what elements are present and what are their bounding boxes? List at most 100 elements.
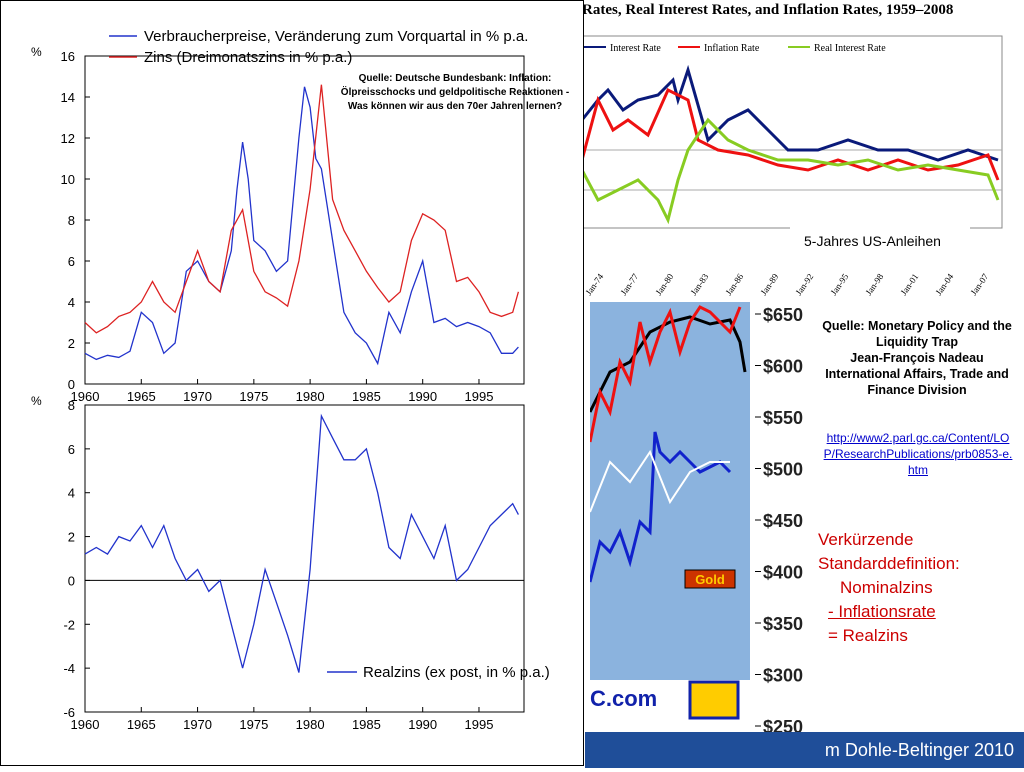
gold-badge: Gold	[695, 572, 725, 587]
us-legend: Interest Rate Inflation Rate Real Interest…	[584, 43, 886, 54]
us-x-tick: Jan-01	[898, 272, 920, 297]
source2-text: Quelle: Monetary Policy and the Liquidit…	[822, 318, 1012, 398]
gold-plot-svg: Gold C.com	[588, 305, 750, 720]
gold-y-tick: $600	[763, 357, 803, 377]
us-series-interest	[580, 64, 999, 162]
us-series-inflation	[580, 87, 1000, 181]
y-tick-label: -2	[63, 617, 75, 632]
y-tick-label: 14	[61, 90, 75, 105]
x-tick-label: 1990	[408, 389, 437, 404]
x-tick-label: 1985	[352, 389, 381, 404]
us-x-tick: Jan-83	[688, 271, 710, 297]
y-tick-label: 16	[61, 49, 75, 64]
us-x-tick: Jan-04	[933, 271, 955, 297]
definition-line: = Realzins	[828, 626, 908, 645]
y-tick-label: 2	[68, 530, 75, 545]
source2-link[interactable]: http://www2.parl.gc.ca/Content/LOP/Resea…	[823, 431, 1013, 477]
x-tick-label: 1970	[183, 717, 212, 732]
us-annotation: 5-Jahres US-Anleihen	[804, 233, 941, 249]
chart-2-ylabel: %	[31, 394, 42, 408]
gold-logo-text: C.com	[590, 686, 657, 711]
y-tick-label: 6	[68, 254, 75, 269]
x-tick-label: 1985	[352, 717, 381, 732]
x-tick-label: 1995	[465, 389, 494, 404]
gold-y-tick: $350	[763, 614, 803, 634]
y-tick-label: 0	[68, 573, 75, 588]
y-tick-label: 12	[61, 131, 75, 146]
x-tick-label: 1990	[408, 717, 437, 732]
us-annotation-box	[790, 226, 970, 252]
us-x-tick: Jan-92	[793, 272, 815, 297]
definition-line: - Inflationsrate	[828, 602, 936, 621]
us-x-tick: Jan-07	[968, 271, 990, 297]
gold-badge-bg	[684, 569, 736, 589]
gold-plot-area: Gold C.com	[588, 302, 750, 720]
gold-white-line	[589, 449, 730, 513]
y-tick-label: -6	[63, 705, 75, 720]
series-line-Realzins (ex post, in % p.a.)	[84, 413, 519, 673]
us-x-ticks: Jan-74 Jan-77 Jan-80 Jan-83 Jan-86 Jan-89 Jan-…	[583, 271, 990, 297]
gold-red-line	[588, 305, 742, 443]
y-tick-label: -4	[63, 661, 75, 676]
us-chart-title: Rates, Real Interest Rates, and Inflatio…	[582, 2, 953, 18]
y-tick-label: 8	[68, 398, 75, 413]
y-tick-label: 8	[68, 213, 75, 228]
y-tick-label: 4	[68, 295, 75, 310]
us-rates-chart: Rates, Real Interest Rates, and Inflatio…	[578, 0, 1024, 300]
us-x-tick: Jan-95	[828, 271, 850, 297]
x-tick-label: 1960	[71, 717, 100, 732]
german-charts-panel: % 0 2 4 6 8 10 12 14 16 1960 1965 1970 1975 1980 1985 19…	[0, 0, 584, 766]
gold-y-axis: $650 $600 $550 $500 $450 $400 $350 $300 $250	[755, 300, 813, 740]
us-x-tick: Jan-89	[758, 271, 780, 297]
legend-label: Realzins (ex post, in % p.a.)	[363, 664, 550, 681]
us-x-tick: Jan-74	[583, 271, 605, 297]
gold-y-tick: $400	[763, 563, 803, 583]
definition-line: Nominalzins	[840, 578, 933, 597]
x-tick-label: 1965	[127, 717, 156, 732]
gold-blue-line	[588, 431, 732, 583]
y-tick-label: 2	[68, 336, 75, 351]
us-series-real	[580, 117, 1000, 225]
gold-y-tick: $450	[763, 511, 803, 531]
legend-label: Zins (Dreimonatszins in % p.a.)	[144, 49, 352, 66]
series-line-Zins (Dreimonatszins in % p.a.)	[84, 84, 520, 334]
gold-y-tick: $500	[763, 460, 803, 480]
us-x-tick: Jan-98	[863, 271, 885, 297]
series-line-Verbraucherpreise, Veränderung zum Vorquartal in % p.a.	[84, 86, 519, 366]
gold-y-tick: $550	[763, 408, 803, 428]
chart-1-ylabel: %	[31, 45, 42, 59]
definition-block: Verkürzende Standarddefinition: Nominalz…	[818, 528, 1018, 648]
x-tick-label: 1980	[296, 389, 325, 404]
y-tick-label: 10	[61, 172, 75, 187]
us-x-tick: Jan-77	[618, 271, 640, 297]
definition-line: Verkürzende	[818, 530, 914, 549]
y-tick-label: 0	[68, 377, 75, 392]
german-charts-svg: % 0 2 4 6 8 10 12 14 16 1960 1965 1970 1975 1980 1985 19…	[31, 28, 550, 732]
footer-text: m Dohle-Beltinger 2010	[824, 740, 1014, 760]
x-tick-label: 1975	[239, 717, 268, 732]
x-tick-label: 1960	[71, 389, 100, 404]
y-tick-label: 6	[68, 442, 75, 457]
definition-line: Standarddefinition:	[818, 554, 960, 573]
x-tick-label: 1965	[127, 389, 156, 404]
gold-logo-icon	[688, 680, 740, 720]
legend-label: Verbraucherpreise, Veränderung zum Vorqu…	[144, 28, 528, 45]
us-series-lines	[580, 64, 1000, 225]
source2-line: International Affairs, Trade and Finance…	[825, 367, 1009, 397]
gold-y-axis-svg: $650$600$550$500$450$400$350$300$250	[755, 305, 803, 737]
legend-label: Interest Rate	[610, 43, 661, 54]
source2-line: Jean-François Nadeau	[850, 351, 984, 365]
gold-y-tick: $300	[763, 666, 803, 686]
us-x-tick: Jan-80	[653, 271, 675, 297]
source1-text: Quelle: Deutsche Bundesbank: Inflation: …	[340, 73, 570, 112]
us-rates-svg: Rates, Real Interest Rates, and Inflatio…	[580, 2, 1003, 297]
us-x-tick: Jan-86	[723, 271, 745, 297]
source2-line: Quelle: Monetary Policy and the Liquidit…	[822, 319, 1012, 349]
gold-y-tick: $650	[763, 305, 803, 325]
x-tick-label: 1995	[465, 717, 494, 732]
legend-label: Inflation Rate	[704, 43, 760, 54]
x-tick-label: 1980	[296, 717, 325, 732]
x-tick-label: 1975	[239, 389, 268, 404]
x-tick-label: 1970	[183, 389, 212, 404]
chart-2-frame	[84, 404, 525, 713]
